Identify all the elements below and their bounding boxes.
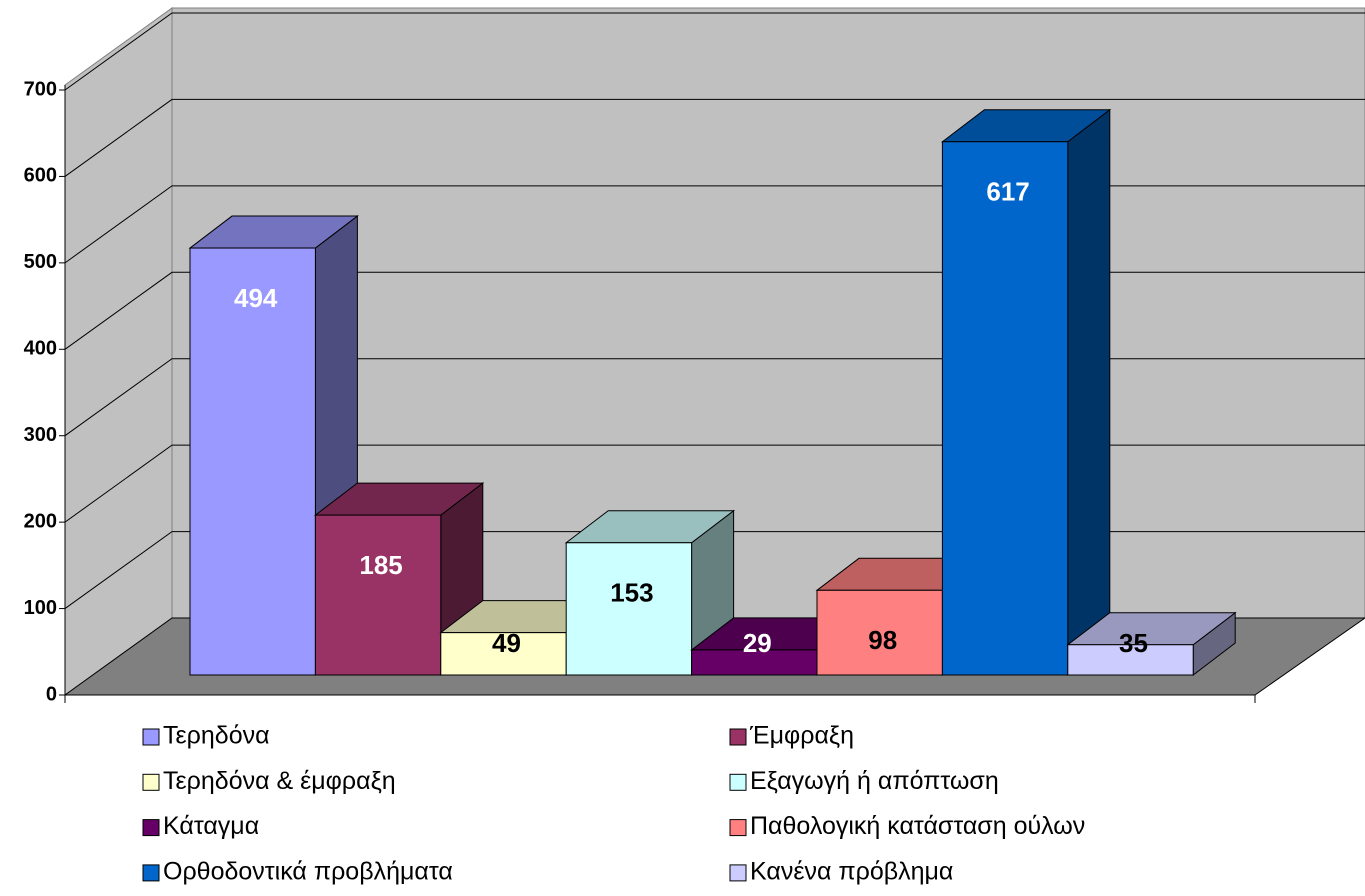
data-label: 617 (986, 177, 1029, 207)
legend-label: Κάταγμα (163, 812, 259, 840)
data-label: 153 (610, 578, 653, 608)
legend-swatch (142, 864, 160, 882)
legend-label: Τερηδόνα & έμφραξη (163, 767, 396, 795)
data-label: 494 (234, 283, 278, 313)
legend-label: Εξαγωγή ή απόπτωση (750, 767, 999, 795)
legend-swatch (729, 864, 747, 882)
legend-swatch (729, 728, 747, 746)
bar (941, 141, 1069, 676)
bar (1067, 644, 1194, 676)
y-tick-label: 700 (24, 78, 57, 100)
bar-side (1067, 108, 1111, 677)
y-tick-label: 200 (24, 510, 57, 532)
data-label: 185 (359, 550, 402, 580)
legend-label: Τερηδόνα (163, 722, 270, 750)
bar (189, 247, 316, 676)
y-tick-label: 600 (24, 165, 57, 187)
y-tick-label: 100 (24, 597, 57, 619)
data-label: 29 (743, 628, 772, 658)
legend-label: Έμφραξη (749, 722, 854, 750)
y-tick-label: 300 (24, 424, 57, 446)
y-tick-label: 0 (46, 683, 57, 705)
y-tick-label: 400 (24, 338, 57, 360)
bar (816, 589, 943, 676)
legend-label: Ορθοδοντικά προβλήματα (163, 858, 453, 886)
bar (691, 649, 818, 676)
bar (565, 542, 693, 676)
legend-swatch (142, 773, 160, 791)
data-label: 49 (492, 628, 521, 658)
bar (440, 632, 567, 676)
data-label: 98 (868, 625, 897, 655)
grid-line (64, 12, 1365, 91)
legend-swatch (142, 728, 160, 746)
y-tick-label: 500 (24, 251, 57, 273)
bar (314, 514, 442, 676)
legend-label: Κανένα πρόβλημα (750, 858, 953, 886)
legend-swatch (729, 819, 747, 837)
grid-line (64, 98, 1365, 177)
data-label: 35 (1119, 628, 1148, 658)
legend-swatch (729, 773, 747, 791)
legend-label: Παθολογική κατάσταση ούλων (750, 812, 1085, 840)
legend-swatch (142, 819, 160, 837)
